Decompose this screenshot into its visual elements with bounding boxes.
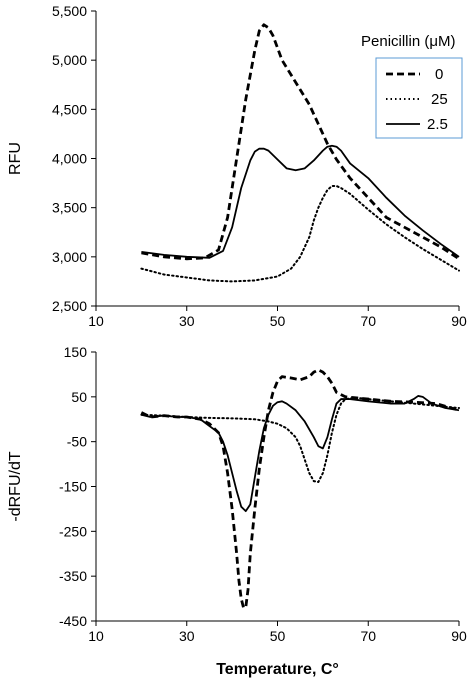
top-panel-rfu: 2,500 3,000 3,500 4,000 4,500 5,000 5,500 10 30 5… <box>7 3 467 329</box>
y-tick-label: 4,000 <box>52 151 87 167</box>
x-tick-label: 50 <box>270 628 286 644</box>
x-axis-label: Temperature, C° <box>216 661 339 678</box>
y-tick-label: -50 <box>67 434 87 450</box>
series-line-0 <box>140 368 460 609</box>
y-tick-label: 50 <box>71 389 87 405</box>
legend-label-series-1: 25 <box>431 91 448 108</box>
x-tick-label: 90 <box>451 628 467 644</box>
series-line-2 <box>141 395 460 513</box>
y-axis-label: -dRFU/dT <box>7 451 24 521</box>
series-line-0 <box>141 23 460 261</box>
y-tick-label: 3,000 <box>52 249 87 265</box>
y-tick-label: -350 <box>59 568 87 584</box>
series-line-1 <box>140 396 460 484</box>
x-tick-label: 50 <box>270 313 286 329</box>
legend-label-series-2: 2.5 <box>427 116 448 133</box>
y-tick-label: 3,500 <box>52 200 87 216</box>
x-tick-label: 10 <box>88 313 104 329</box>
y-tick-label: -450 <box>59 613 87 629</box>
y-tick-label: 2,500 <box>52 298 87 314</box>
legend: Penicillin (μM) 0 25 2.5 <box>361 33 463 139</box>
y-tick-label: -150 <box>59 479 87 495</box>
x-tick-label: 70 <box>360 628 376 644</box>
series-line-2 <box>141 144 460 259</box>
y-tick-label: 5,000 <box>52 52 87 68</box>
bottom-panel-derivative: -450 -350 -250 -150 -50 50 150 10 30 50 70 90 -dRFU/… <box>7 344 467 678</box>
x-tick-label: 30 <box>179 313 195 329</box>
x-tick-label: 90 <box>451 313 467 329</box>
legend-label-series-0: 0 <box>435 66 443 83</box>
y-tick-label: -250 <box>59 523 87 539</box>
y-tick-label: 4,500 <box>52 101 87 117</box>
y-tick-label: 150 <box>64 344 88 360</box>
legend-title: Penicillin (μM) <box>361 33 456 50</box>
x-tick-label: 30 <box>179 628 195 644</box>
series-line-1 <box>140 185 460 283</box>
y-tick-label: 5,500 <box>52 3 87 19</box>
x-tick-label: 10 <box>88 628 104 644</box>
y-axis-label: RFU <box>7 142 24 175</box>
x-tick-label: 70 <box>360 313 376 329</box>
